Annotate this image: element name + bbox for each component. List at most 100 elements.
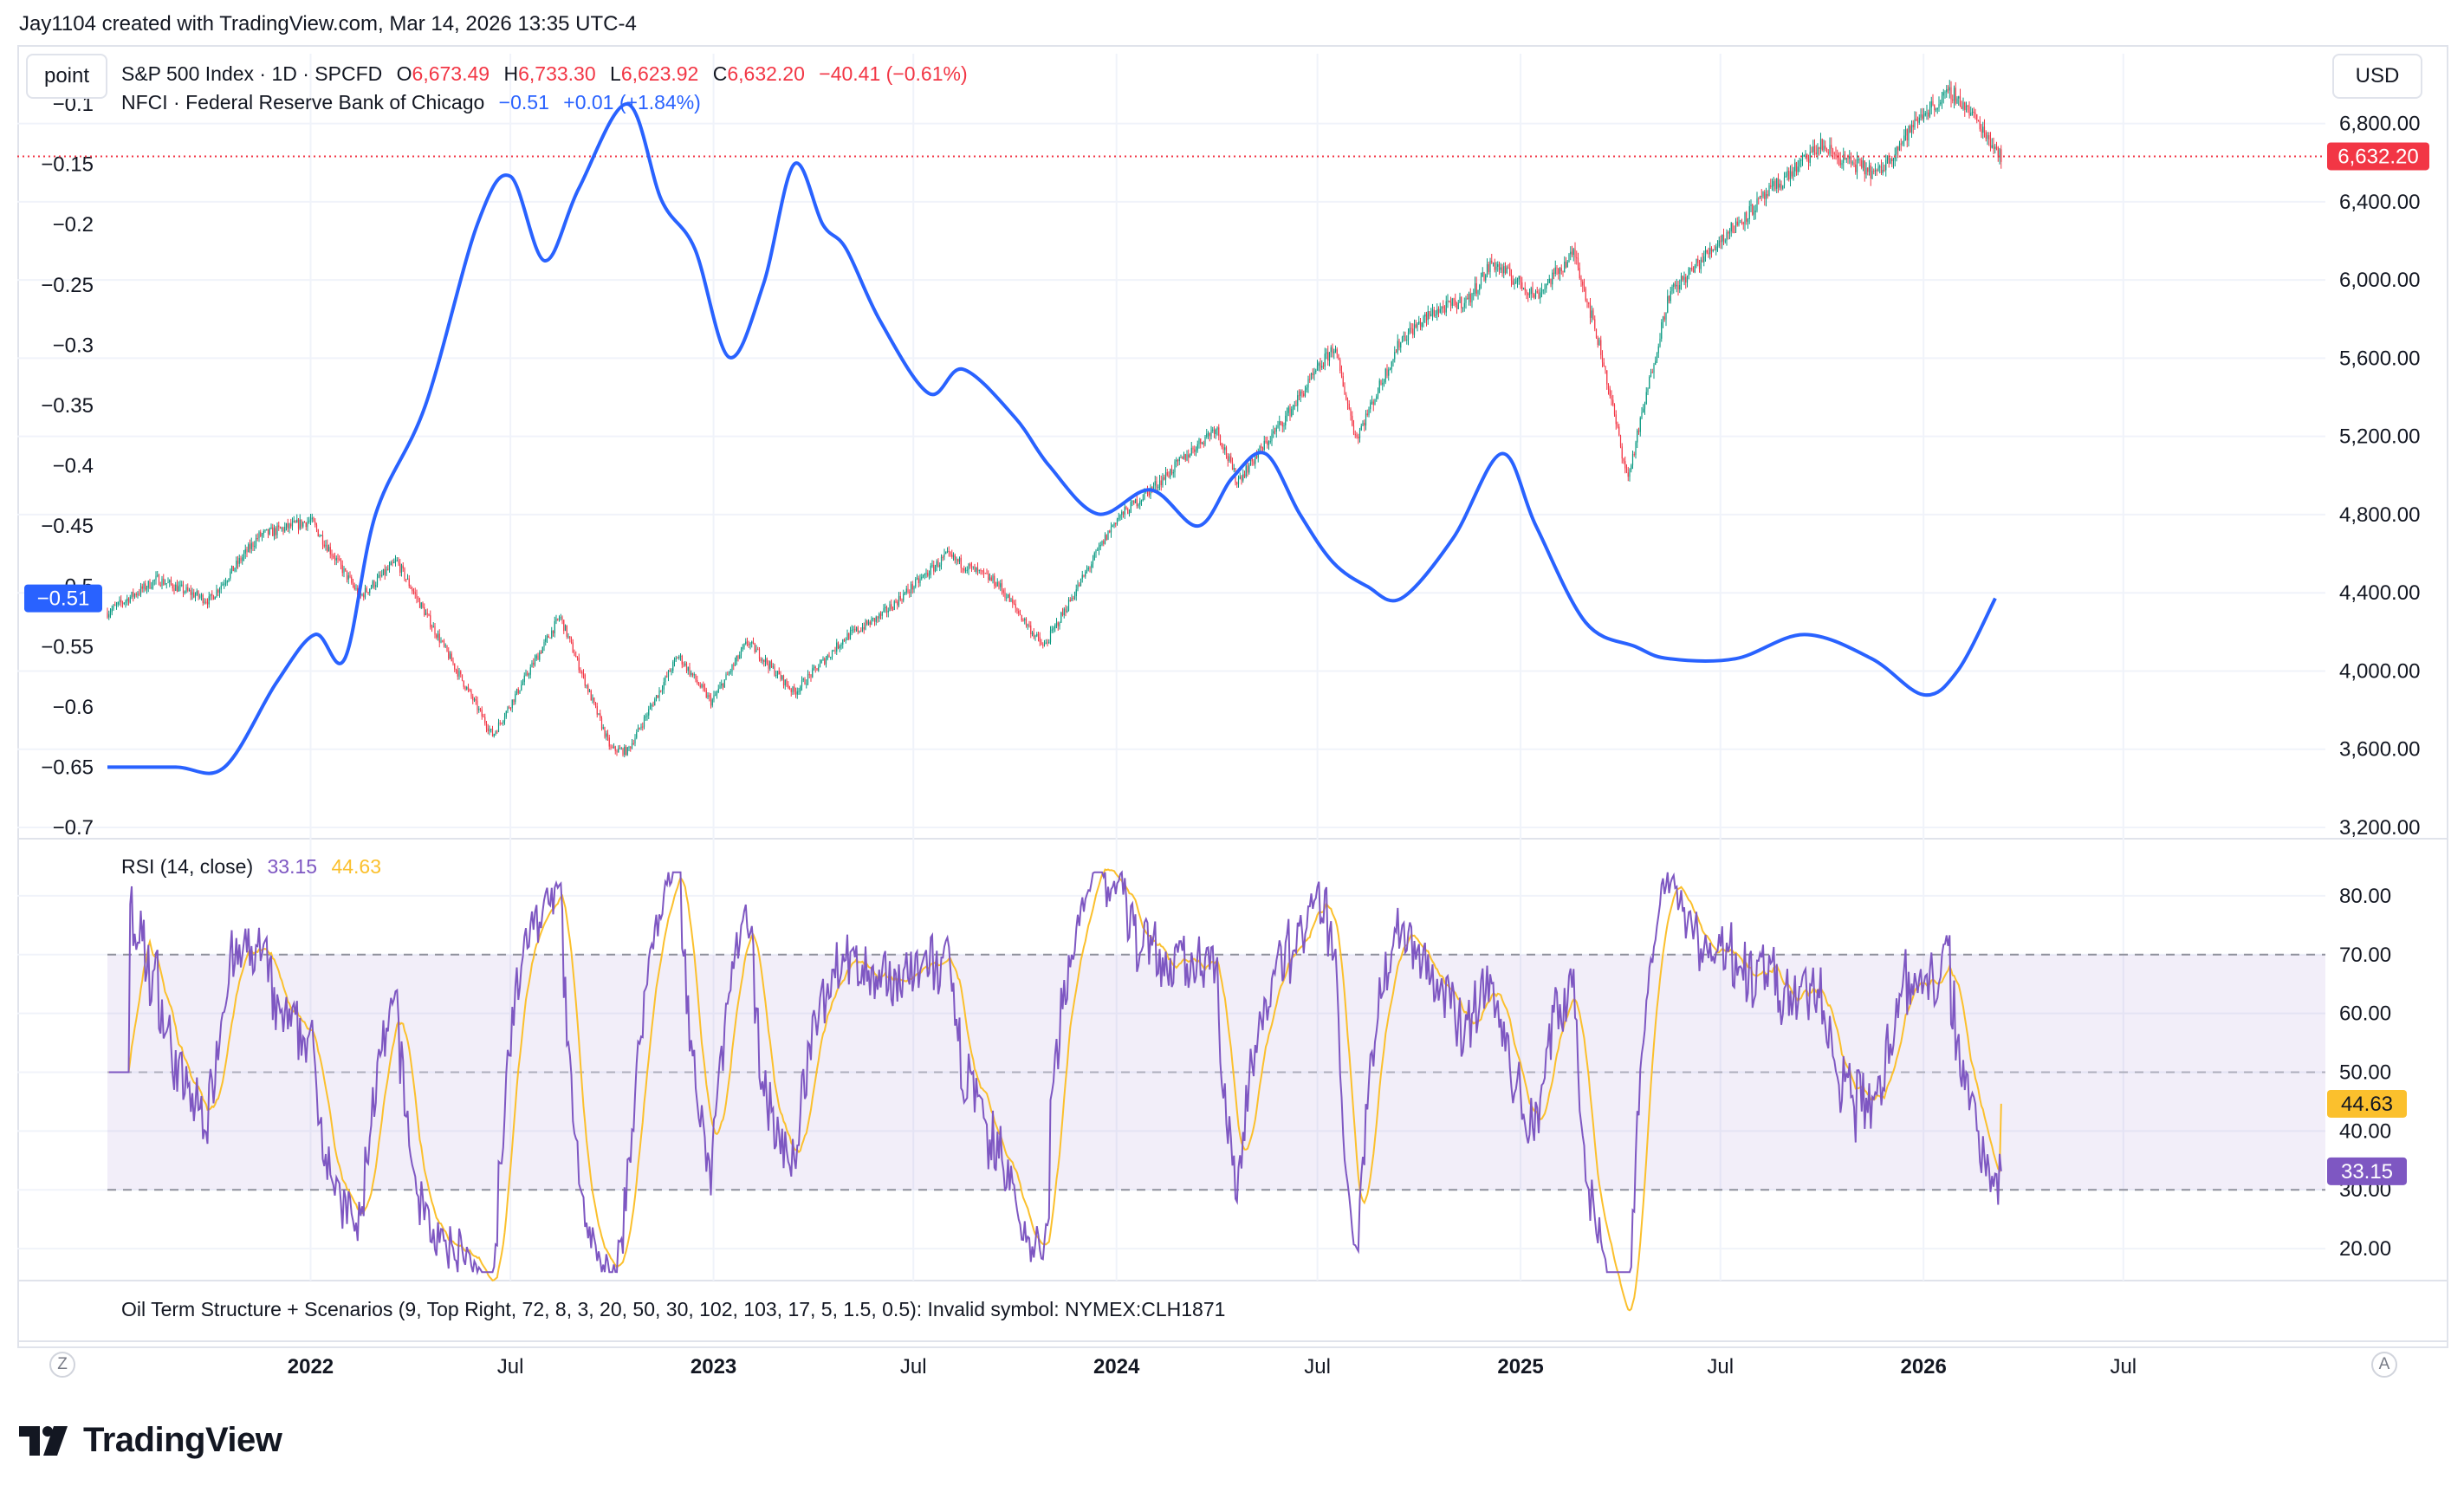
candle <box>117 601 119 607</box>
candle <box>1281 421 1283 433</box>
candle <box>1568 253 1570 263</box>
candle <box>903 589 905 603</box>
candle <box>792 685 794 696</box>
candle <box>501 722 503 725</box>
candle <box>1964 101 1966 117</box>
candle <box>1103 539 1105 547</box>
candle <box>1176 457 1177 468</box>
legend-main-series[interactable]: S&P 500 Index · 1D · SPCFD O6,673.49 H6,… <box>121 62 976 86</box>
candle <box>1774 178 1776 191</box>
candle <box>282 526 284 535</box>
candle <box>1318 361 1320 372</box>
candle <box>133 593 136 600</box>
candle <box>899 592 901 602</box>
candle <box>175 581 177 592</box>
candle <box>1710 246 1713 258</box>
candle <box>1709 242 1711 260</box>
candle <box>1991 138 1993 149</box>
legend-oil-indicator[interactable]: Oil Term Structure + Scenarios (9, Top R… <box>121 1298 1226 1320</box>
candle <box>228 578 230 583</box>
candle <box>1285 411 1287 430</box>
candle <box>1752 204 1754 217</box>
candle <box>1022 618 1024 622</box>
candle <box>1352 419 1355 436</box>
candle <box>1119 514 1121 521</box>
candle <box>1956 96 1958 104</box>
candle <box>889 600 891 612</box>
candle <box>355 584 357 591</box>
zoom-reset-button[interactable]: Z <box>49 1352 75 1378</box>
candle <box>764 654 767 667</box>
candle <box>1572 247 1574 262</box>
auto-scale-button[interactable]: A <box>2371 1352 2397 1378</box>
candle <box>1771 178 1773 191</box>
candle <box>1560 264 1562 275</box>
candle <box>1947 85 1949 94</box>
candle <box>1485 273 1487 283</box>
candle <box>1271 429 1273 446</box>
candle <box>1404 331 1406 341</box>
candle <box>1219 434 1222 446</box>
candle <box>187 583 189 593</box>
candle <box>1934 104 1936 117</box>
candle <box>1292 404 1294 416</box>
candle <box>1273 425 1274 438</box>
candle <box>1061 607 1064 617</box>
candle <box>179 580 181 592</box>
candle <box>1888 152 1890 168</box>
candle <box>836 639 838 656</box>
candle <box>1700 256 1702 274</box>
candle <box>699 682 701 689</box>
candle <box>1071 594 1073 602</box>
candle <box>1131 500 1133 507</box>
candle <box>1742 221 1744 230</box>
candle <box>1504 262 1507 276</box>
legend-high: H6,733.30 <box>503 62 596 85</box>
candle <box>1345 392 1347 401</box>
candle <box>731 664 733 676</box>
candle <box>924 573 925 580</box>
candle <box>345 568 347 572</box>
candle <box>1823 139 1825 152</box>
candle <box>341 560 343 577</box>
candle <box>1172 469 1174 478</box>
candle <box>1544 283 1546 295</box>
candle <box>376 573 379 587</box>
left-scale-button[interactable]: point <box>26 54 107 99</box>
candle <box>982 568 985 579</box>
candle <box>1765 187 1767 207</box>
candle <box>1227 453 1229 467</box>
candle <box>242 554 243 565</box>
legend-close: C6,632.20 <box>712 62 805 85</box>
candle <box>596 702 598 718</box>
candle <box>287 518 289 533</box>
nfci-axis-label: −0.3 <box>53 334 94 357</box>
candle <box>461 674 464 682</box>
candle <box>1093 551 1095 561</box>
candle <box>857 626 859 635</box>
candle <box>951 549 953 559</box>
legend-nfci[interactable]: NFCI · Federal Reserve Bank of Chicago −… <box>121 91 710 114</box>
candle <box>564 624 567 632</box>
candle <box>1718 237 1720 249</box>
candle <box>513 698 515 706</box>
nfci-last-tag <box>24 584 102 613</box>
candle <box>1110 522 1112 538</box>
candle <box>1374 399 1376 405</box>
currency-button[interactable]: USD <box>2332 54 2422 99</box>
legend-rsi[interactable]: RSI (14, close) 33.15 44.63 <box>121 855 390 879</box>
candle <box>960 555 962 574</box>
candle <box>297 517 300 535</box>
candle <box>202 593 204 607</box>
candle <box>1819 133 1822 154</box>
candle <box>349 571 351 579</box>
candle <box>319 534 321 538</box>
rsi-axis-label: 20.00 <box>2339 1237 2391 1261</box>
candle <box>693 671 695 679</box>
candle <box>630 746 632 752</box>
candle <box>232 566 234 572</box>
candle <box>796 687 798 699</box>
candle <box>1203 440 1204 448</box>
candle <box>529 664 531 679</box>
